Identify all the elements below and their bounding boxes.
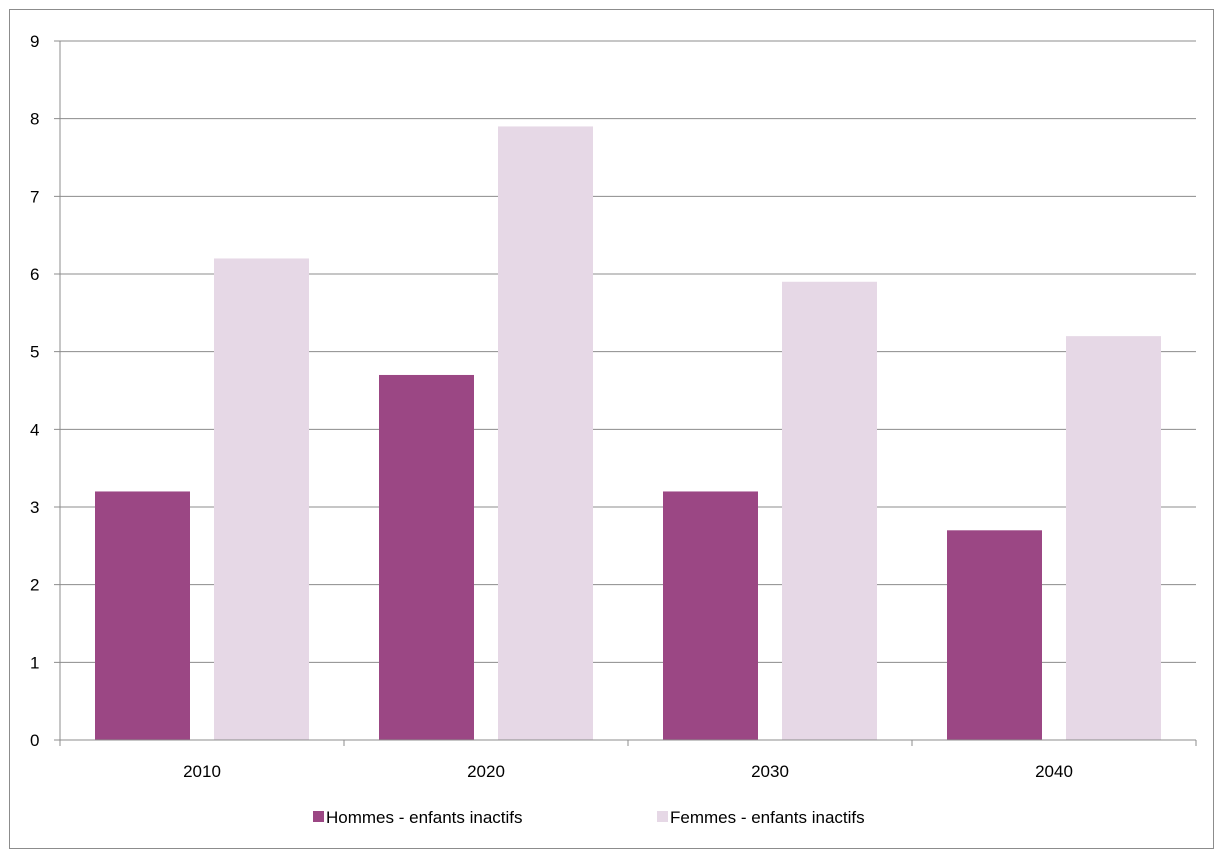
- bar-hommes-2020: [379, 374, 474, 740]
- y-tick-label: 0: [30, 731, 39, 750]
- x-tick-label: 2040: [1035, 762, 1073, 781]
- y-tick-label: 8: [30, 110, 39, 129]
- legend-label: Femmes - enfants inactifs: [670, 808, 865, 827]
- legend-swatch: [313, 811, 324, 822]
- y-tick-label: 6: [30, 265, 39, 284]
- bar-femmes-2020: [498, 126, 593, 740]
- bar-femmes-2040: [1066, 336, 1161, 740]
- bar-hommes-2040: [947, 530, 1042, 740]
- bar-hommes-2010: [95, 491, 190, 740]
- x-tick-label: 2020: [467, 762, 505, 781]
- y-tick-label: 1: [30, 653, 39, 672]
- y-tick-label: 2: [30, 576, 39, 595]
- x-axis: 2010 2020 2030 2040: [59, 739, 1197, 781]
- bar-femmes-2010: [214, 258, 309, 740]
- y-tick-label: 5: [30, 343, 39, 362]
- legend-swatch: [657, 811, 668, 822]
- y-axis: 0 1 2 3 4 5 6 7 8 9: [30, 32, 61, 750]
- x-tick-label: 2030: [751, 762, 789, 781]
- y-tick-label: 3: [30, 498, 39, 517]
- legend-label: Hommes - enfants inactifs: [326, 808, 523, 827]
- bar-hommes-2030: [663, 491, 758, 740]
- x-tick-label: 2010: [183, 762, 221, 781]
- y-tick-label: 9: [30, 32, 39, 51]
- bar-femmes-2030: [782, 281, 877, 740]
- legend: Hommes - enfants inactifs Femmes - enfant…: [313, 808, 865, 827]
- y-tick-label: 4: [30, 420, 39, 439]
- y-tick-label: 7: [30, 187, 39, 206]
- bars: [95, 126, 1161, 740]
